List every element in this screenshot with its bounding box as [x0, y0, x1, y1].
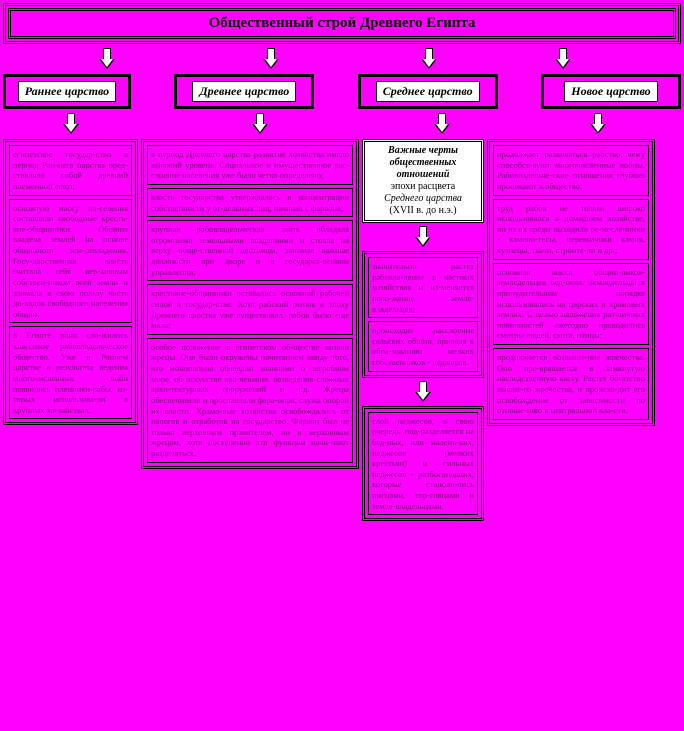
arrow-icon	[416, 381, 430, 403]
arrow-icon	[264, 48, 278, 70]
note: слой неджесов, в свою очередь, под-разде…	[368, 412, 478, 516]
note: власть государства утверждалась в концен…	[147, 188, 353, 217]
note: крупная рабовладельческая знать обладала…	[147, 220, 353, 281]
sub-title-italic: Среднего царства	[384, 193, 462, 204]
sub-title-plain: эпохи расцвета	[391, 181, 456, 192]
period-box: Древнее царство	[174, 74, 314, 109]
middle-sub-title: Важные черты общественных отношений эпох…	[362, 139, 484, 223]
note: в период Древнего царства развитие хозяй…	[147, 145, 353, 185]
columns: египетское государ-ство в период Ран-нег…	[3, 139, 681, 521]
period-label: Раннее царство	[18, 81, 116, 102]
note: основная масса общин-ников-земледельцев …	[493, 263, 649, 345]
sub-title-bold: Важные черты общественных отношений	[388, 145, 458, 180]
note: египетское государ-ство в период Ран-нег…	[9, 145, 132, 196]
outer-frame: Общественный строй Древнего Египта	[3, 3, 681, 44]
note: труд рабов не только широко использовалс…	[493, 199, 649, 260]
arrow-row-1	[3, 44, 681, 74]
middle-sub-col: значительно растет рабовла-дение в частн…	[362, 251, 484, 378]
arrow-icon	[64, 113, 78, 135]
period-label: Среднее царство	[376, 81, 480, 102]
col-middle: Важные черты общественных отношений эпох…	[362, 139, 484, 521]
period-label: Новое царство	[564, 81, 657, 102]
note: в Египте рано сло-жилось классовое рабов…	[9, 326, 132, 419]
main-title: Общественный строй Древнего Египта	[8, 8, 676, 39]
period-box: Новое царство	[541, 74, 681, 109]
col-ancient: в период Древнего царства развитие хозяй…	[141, 139, 359, 469]
note: продолжается возвыше-ние жречества. Оно …	[493, 348, 649, 420]
note: происходит расслоение сельских общин, пр…	[368, 321, 478, 372]
note: особое положение в египетском об-ществе …	[147, 338, 353, 463]
col-new: продолжает развиваться рабство, чему спо…	[487, 139, 655, 426]
note: значительно растет рабовла-дение в частн…	[368, 257, 478, 318]
period-box: Раннее царство	[3, 74, 131, 109]
arrow-icon	[556, 48, 570, 70]
note: основную массу на-селения составляли сво…	[9, 199, 132, 324]
col-early: египетское государ-ство в период Ран-нег…	[3, 139, 138, 425]
arrow-icon	[100, 48, 114, 70]
note: продолжает развиваться рабство, чему спо…	[493, 145, 649, 196]
note: крестьяне-общинники оставались основной …	[147, 284, 353, 335]
period-box: Среднее царство	[358, 74, 498, 109]
arrow-icon	[253, 113, 267, 135]
periods-row: Раннее царство Древнее царство Среднее ц…	[3, 74, 681, 109]
arrow-icon	[591, 113, 605, 135]
middle-last-col: слой неджесов, в свою очередь, под-разде…	[362, 406, 484, 522]
sub-title-date: (XVII в. до н.э.)	[389, 205, 456, 216]
period-label: Древнее царство	[192, 81, 296, 102]
arrow-icon	[416, 226, 430, 248]
arrow-icon	[435, 113, 449, 135]
arrow-icon	[422, 48, 436, 70]
arrow-row-2	[3, 109, 681, 139]
